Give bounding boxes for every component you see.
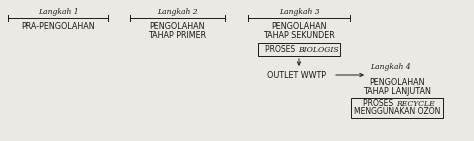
Text: PROSES: PROSES: [364, 100, 396, 109]
Text: RECYCLE: RECYCLE: [396, 100, 435, 108]
Text: TAHAP SEKUNDER: TAHAP SEKUNDER: [263, 31, 335, 40]
Text: Langkah 2: Langkah 2: [157, 8, 198, 16]
Bar: [258, 43, 340, 56]
Text: PENGOLAHAN: PENGOLAHAN: [150, 22, 205, 31]
Text: Langkah 4: Langkah 4: [370, 63, 410, 71]
Text: TAHAP LANJUTAN: TAHAP LANJUTAN: [363, 87, 431, 96]
Text: BIOLOGIS: BIOLOGIS: [298, 46, 338, 53]
Text: Langkah 1: Langkah 1: [38, 8, 78, 16]
Bar: [351, 98, 443, 118]
Text: MENGGUNAKAN OZON: MENGGUNAKAN OZON: [354, 107, 440, 116]
Text: PRA-PENGOLAHAN: PRA-PENGOLAHAN: [21, 22, 95, 31]
Text: PROSES: PROSES: [265, 45, 298, 54]
Text: OUTLET WWTP: OUTLET WWTP: [267, 71, 327, 80]
Text: TAHAP PRIMER: TAHAP PRIMER: [148, 31, 207, 40]
Text: Langkah 3: Langkah 3: [279, 8, 319, 16]
Text: PENGOLAHAN: PENGOLAHAN: [369, 78, 425, 87]
Text: PENGOLAHAN: PENGOLAHAN: [271, 22, 327, 31]
